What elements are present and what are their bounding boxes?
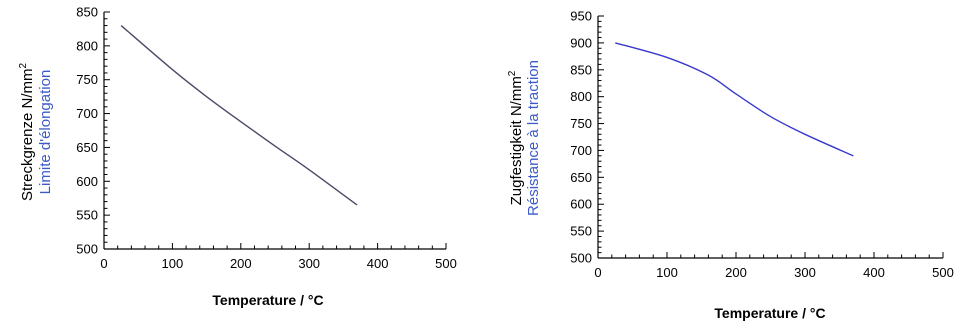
chart2-x-tick-label: 100 [656, 265, 678, 280]
chart2-y-axis-label-text: Zugfestigkeit N/mm [508, 76, 525, 205]
chart2-x-tick-label: 300 [794, 265, 816, 280]
chart1-y-tick-label: 650 [76, 140, 98, 155]
chart2-y-axis-label-sup: 2 [507, 70, 518, 76]
chart1-x-axis-label: Temperature / °C [212, 292, 323, 308]
chart1-y-axis-label-secondary: Limite d'élongation [37, 70, 54, 195]
chart1-y-tick-label: 500 [76, 242, 98, 257]
chart2-y-tick-label: 950 [570, 9, 592, 24]
chart1-x-tick-label: 400 [367, 256, 389, 271]
chart1-series-line [120, 25, 358, 206]
chart2-y-tick-label: 500 [570, 251, 592, 266]
chart2-y-tick-label: 850 [570, 62, 592, 77]
chart2-y-tick-label: 650 [570, 170, 592, 185]
chart2-tick-labels: 0 100 200 300 400 500 500 550 600 650 700 750 800 850… [570, 9, 954, 281]
chart1-y-tick-label: 700 [76, 106, 98, 121]
chart2-y-axis-label: Zugfestigkeit N/mm2 [507, 70, 525, 205]
chart1-x-tick-label: 500 [435, 256, 457, 271]
chart2-series-line [615, 42, 854, 157]
chart1-ticks [103, 11, 447, 250]
chart1-series [120, 25, 358, 206]
chart2-axes [597, 16, 943, 259]
chart2-y-tick-label: 750 [570, 116, 592, 131]
chart1-axes [103, 12, 446, 250]
chart2-y-tick-label: 800 [570, 89, 592, 104]
chart2-y-tick-label: 550 [570, 224, 592, 239]
chart2-x-tick-label: 0 [594, 265, 601, 280]
chart2-x-tick-label: 200 [725, 265, 747, 280]
chart1-y-tick-label: 750 [76, 72, 98, 87]
chart2-y-tick-label: 600 [570, 197, 592, 212]
chart2-ticks [597, 15, 944, 259]
chart1-y-axis-label: Streckgrenze N/mm2 [18, 63, 36, 202]
chart1-y-axis-label-text: Streckgrenze N/mm [19, 69, 36, 202]
chart1-y-tick-label: 800 [76, 38, 98, 53]
chart2-x-tick-label: 400 [863, 265, 885, 280]
chart-tensile-strength: 0 100 200 300 400 500 500 550 600 650 700 750 800 850… [507, 9, 954, 322]
chart1-x-tick-label: 0 [100, 256, 107, 271]
chart1-x-tick-label: 100 [162, 256, 184, 271]
chart2-x-axis-label: Temperature / °C [714, 305, 825, 321]
chart1-y-axis-label-sup: 2 [18, 63, 29, 69]
chart2-y-tick-label: 700 [570, 143, 592, 158]
chart-yield-strength: 0 100 200 300 400 500 500 550 600 650 700 750 800 850… [18, 5, 457, 309]
chart1-x-tick-label: 200 [230, 256, 252, 271]
chart1-x-tick-label: 300 [298, 256, 320, 271]
chart1-y-tick-label: 550 [76, 208, 98, 223]
chart2-y-axis-label-secondary: Résistance à la traction [525, 60, 542, 216]
chart2-y-tick-label: 900 [570, 35, 592, 50]
chart1-y-tick-label: 600 [76, 174, 98, 189]
chart2-series [615, 42, 854, 157]
chart2-x-tick-label: 500 [932, 265, 954, 280]
chart1-y-tick-label: 850 [76, 5, 98, 20]
chart1-tick-labels: 0 100 200 300 400 500 500 550 600 650 700 750 800 850 [76, 5, 457, 272]
